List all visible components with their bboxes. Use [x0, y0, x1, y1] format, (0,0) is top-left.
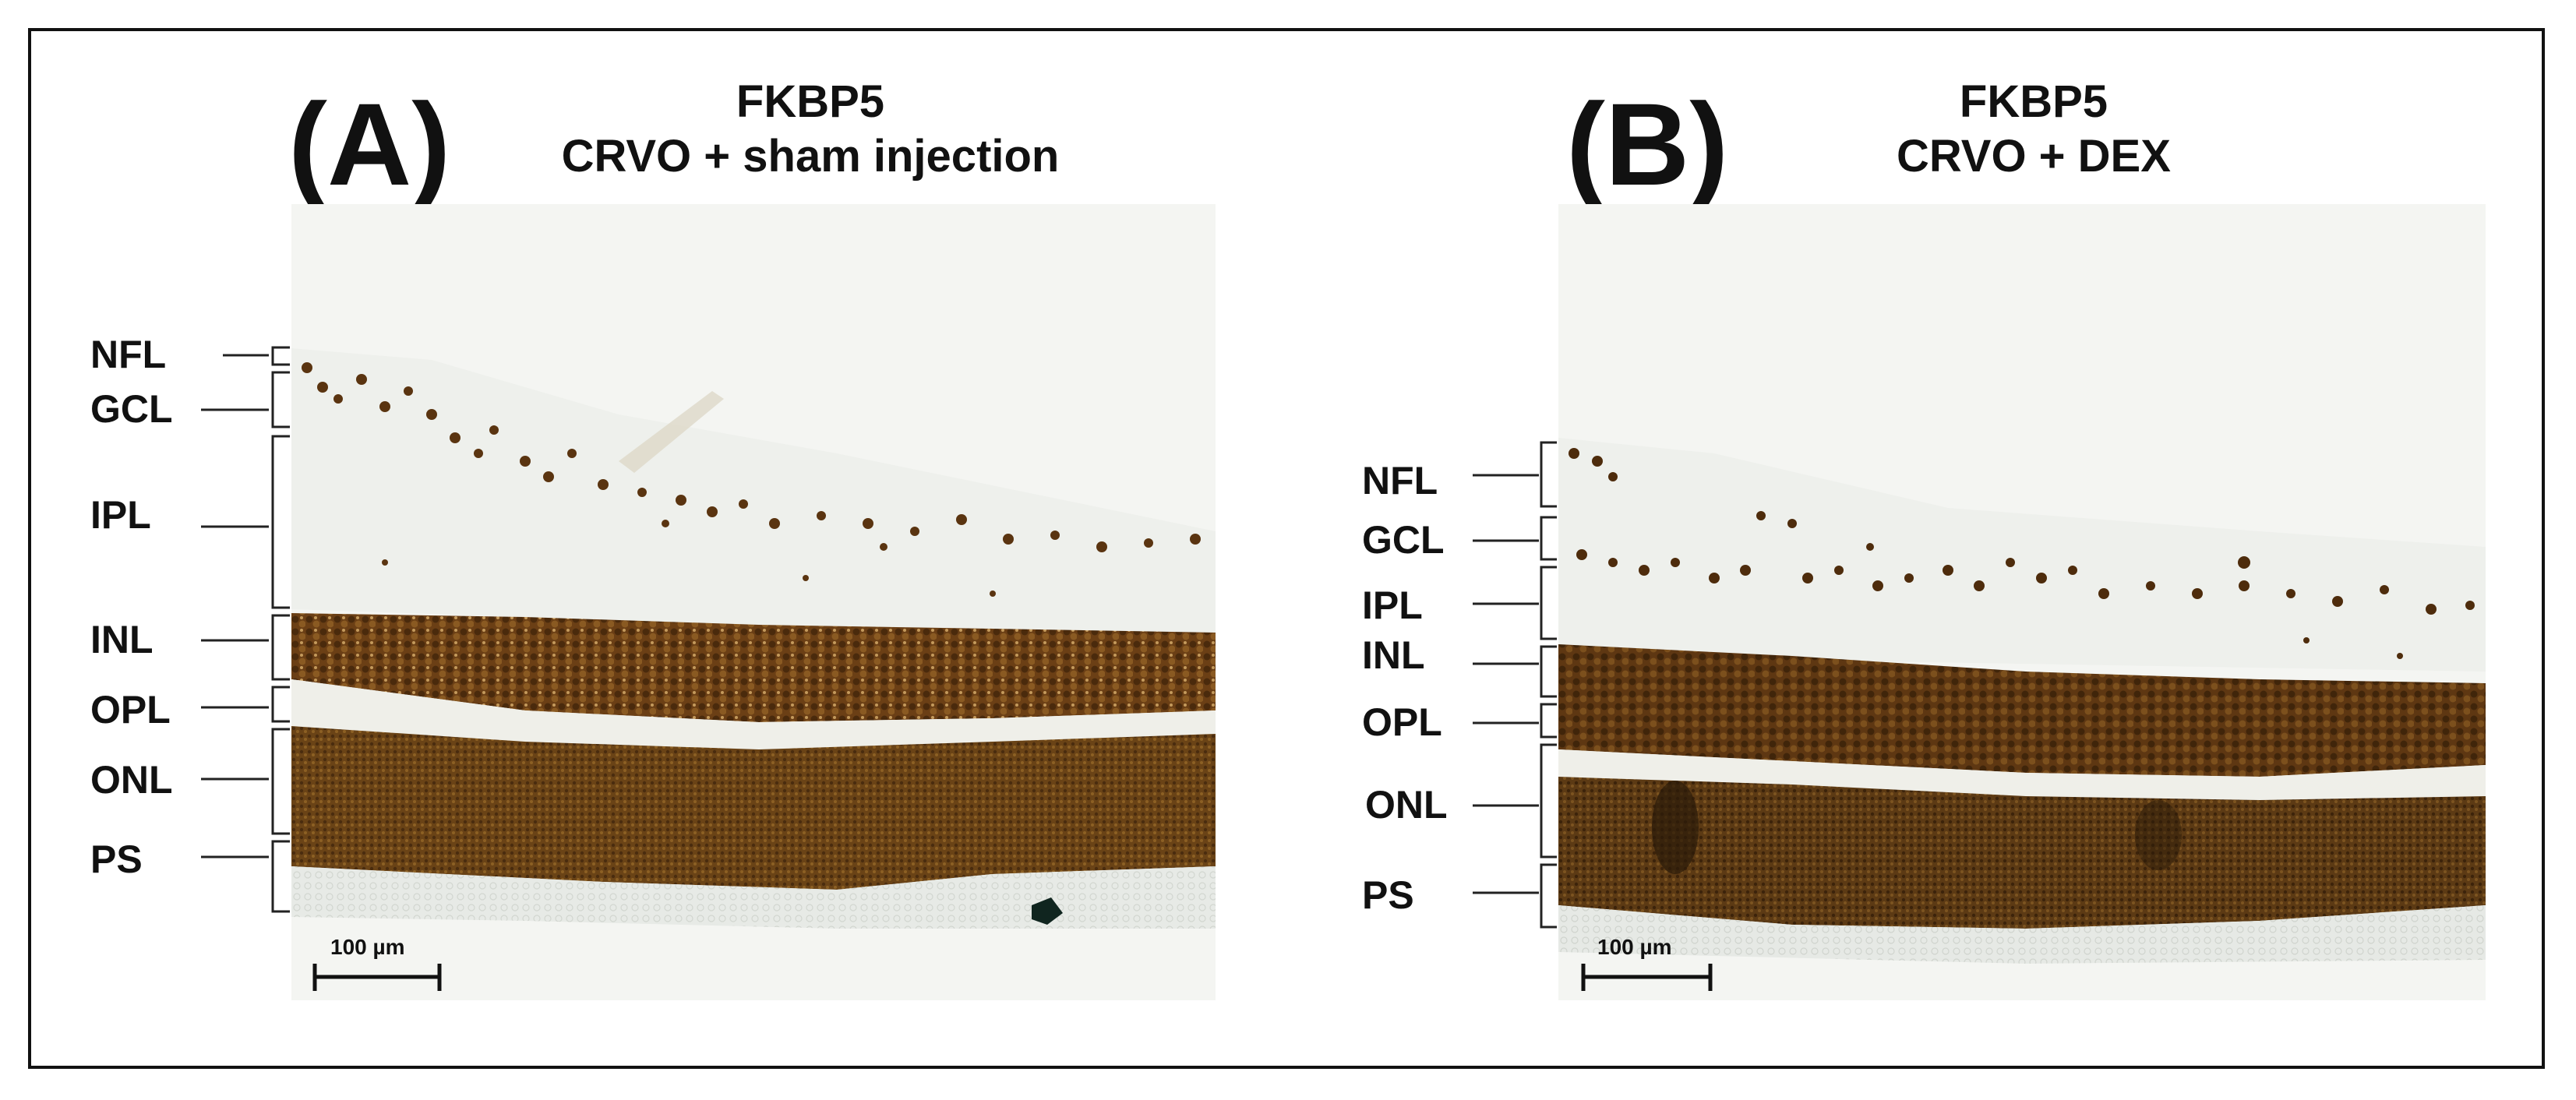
panel-b-title-line1: FKBP5: [1959, 76, 2108, 127]
panel-b-letter: (B): [1566, 79, 1729, 210]
panel-a-title-line1: FKBP5: [736, 76, 885, 127]
panel-b-title: FKBP5 CRVO + DEX: [1870, 75, 2197, 183]
layer-label-onl-b: ONL: [1365, 783, 1448, 827]
layer-label-nfl-a: NFL: [90, 333, 167, 376]
layer-label-ipl-b: IPL: [1362, 583, 1423, 627]
gcl-cells-b: [1569, 448, 2475, 659]
layer-label-opl-b: OPL: [1362, 700, 1442, 744]
scale-bar-label-b: 100 µm: [1597, 935, 1672, 959]
panel-a-title-line2: CRVO + sham injection: [561, 130, 1060, 182]
scale-bar-label-a: 100 µm: [330, 935, 405, 959]
layer-label-ps-a: PS: [90, 837, 143, 881]
micrograph-a: [291, 204, 1216, 1000]
gcl-cells-a: [302, 362, 1201, 597]
layer-label-onl-a: ONL: [90, 758, 173, 802]
micrograph-b: [1558, 204, 2486, 1000]
layer-label-nfl-b: NFL: [1362, 459, 1438, 502]
panel-b-title-line2: CRVO + DEX: [1897, 130, 2171, 182]
panel-a-letter: (A): [288, 79, 451, 210]
layer-label-opl-a: OPL: [90, 688, 171, 732]
layer-label-gcl-b: GCL: [1362, 518, 1445, 562]
scale-bar-a: [312, 964, 442, 991]
layer-label-ps-b: PS: [1362, 873, 1414, 917]
layer-label-inl-a: INL: [90, 618, 154, 661]
panel-a-title: FKBP5 CRVO + sham injection: [499, 75, 1122, 183]
layer-label-ipl-a: IPL: [90, 493, 151, 537]
scale-bar-b: [1581, 964, 1713, 991]
layer-label-inl-b: INL: [1362, 633, 1425, 677]
layer-label-gcl-a: GCL: [90, 387, 173, 431]
